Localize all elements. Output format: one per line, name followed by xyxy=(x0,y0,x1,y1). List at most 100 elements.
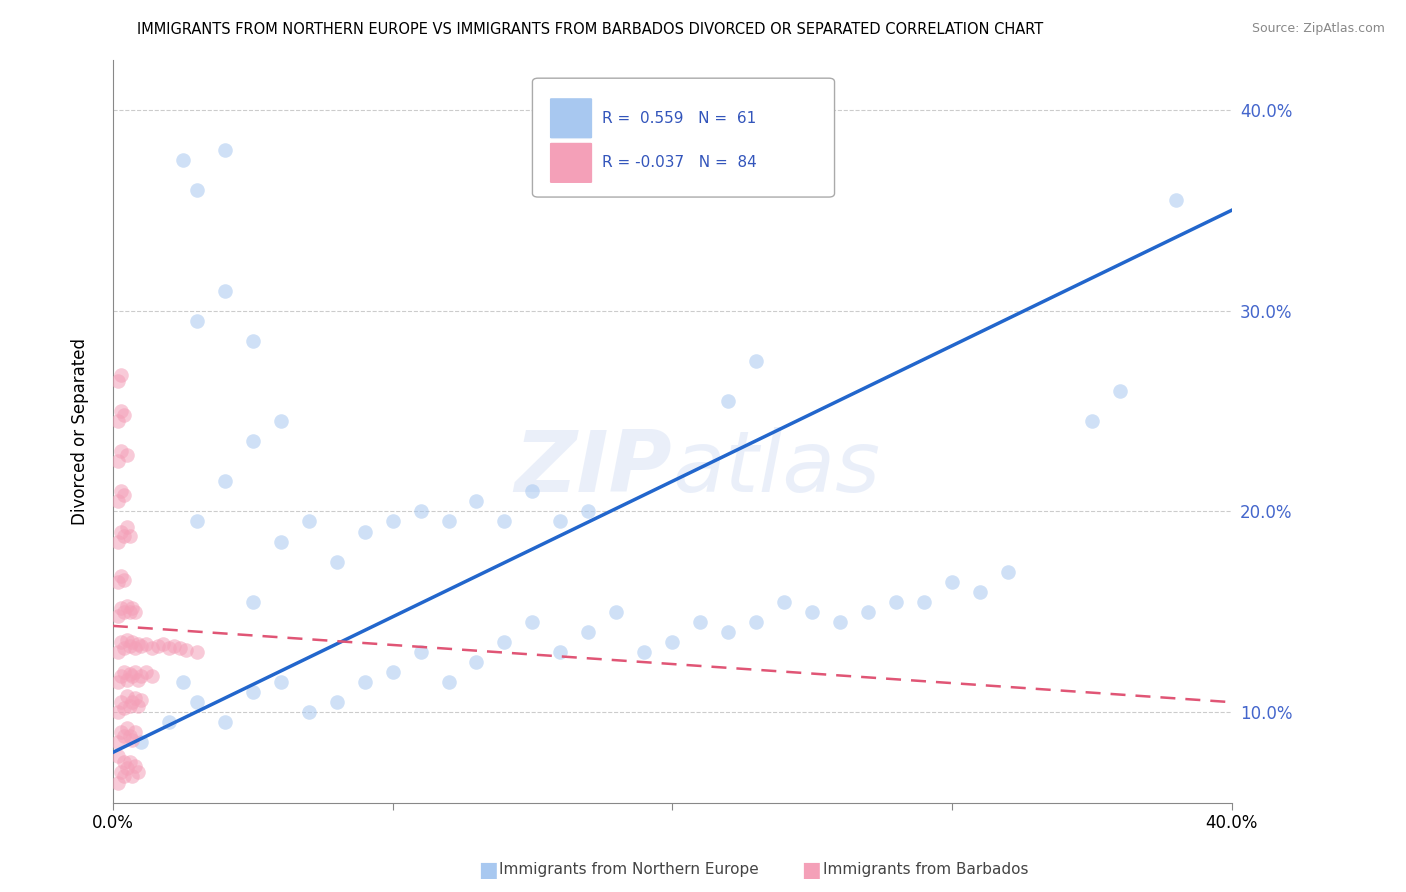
Point xyxy=(214,284,236,298)
Point xyxy=(409,504,432,518)
Point xyxy=(717,394,740,409)
Point xyxy=(186,183,208,197)
Point xyxy=(112,408,135,422)
Point xyxy=(115,721,138,735)
Point xyxy=(121,635,143,649)
Point xyxy=(169,640,191,655)
Text: atlas: atlas xyxy=(672,426,880,509)
Point xyxy=(745,353,768,368)
Point xyxy=(969,584,991,599)
Point xyxy=(110,669,132,683)
Point xyxy=(146,639,169,653)
Point xyxy=(118,667,141,681)
Point xyxy=(115,673,138,687)
Point xyxy=(325,695,347,709)
Point xyxy=(112,488,135,502)
Point xyxy=(437,515,460,529)
Point xyxy=(494,515,516,529)
Point xyxy=(884,595,907,609)
Point xyxy=(522,615,544,629)
Point xyxy=(152,637,174,651)
FancyBboxPatch shape xyxy=(550,97,593,139)
Point xyxy=(214,143,236,157)
Point xyxy=(118,699,141,714)
Point xyxy=(174,643,197,657)
Point xyxy=(110,765,132,780)
Point xyxy=(107,608,129,623)
Point xyxy=(1108,384,1130,398)
Point xyxy=(129,639,152,653)
Point xyxy=(110,568,132,582)
Y-axis label: Divorced or Separated: Divorced or Separated xyxy=(72,337,89,524)
Text: ZIP: ZIP xyxy=(515,426,672,509)
Point xyxy=(186,645,208,659)
Point xyxy=(242,595,264,609)
Point xyxy=(115,520,138,534)
Point xyxy=(112,573,135,587)
Point xyxy=(110,484,132,499)
Text: Immigrants from Barbados: Immigrants from Barbados xyxy=(823,863,1028,877)
Point xyxy=(118,605,141,619)
Point xyxy=(124,640,146,655)
Point xyxy=(830,615,852,629)
Point xyxy=(381,515,404,529)
Point xyxy=(110,600,132,615)
Text: Source: ZipAtlas.com: Source: ZipAtlas.com xyxy=(1251,22,1385,36)
Point xyxy=(124,725,146,739)
Point xyxy=(112,729,135,743)
FancyBboxPatch shape xyxy=(550,142,593,184)
Point xyxy=(409,645,432,659)
Point xyxy=(135,637,157,651)
Point xyxy=(107,735,129,749)
Point xyxy=(110,695,132,709)
Point xyxy=(107,414,129,428)
Point xyxy=(115,448,138,462)
Point xyxy=(157,640,180,655)
Point xyxy=(121,733,143,747)
Point xyxy=(127,765,149,780)
Point xyxy=(997,565,1019,579)
Point xyxy=(110,444,132,458)
Point xyxy=(353,675,375,690)
Point xyxy=(773,595,796,609)
Point xyxy=(127,673,149,687)
Point xyxy=(941,574,963,589)
Point xyxy=(107,534,129,549)
Point xyxy=(124,759,146,773)
Point xyxy=(112,665,135,679)
Point xyxy=(112,701,135,715)
Point xyxy=(576,624,599,639)
Point xyxy=(107,775,129,789)
Point xyxy=(129,669,152,683)
Point xyxy=(270,414,292,428)
Point xyxy=(118,639,141,653)
Point xyxy=(522,484,544,499)
Point xyxy=(107,574,129,589)
Point xyxy=(107,645,129,659)
Point xyxy=(110,635,132,649)
Point xyxy=(745,615,768,629)
Point xyxy=(1081,414,1104,428)
Point xyxy=(550,515,572,529)
Point xyxy=(121,770,143,784)
Point xyxy=(115,599,138,613)
Point xyxy=(298,515,321,529)
Point xyxy=(129,693,152,707)
Point xyxy=(186,313,208,327)
Text: Immigrants from Northern Europe: Immigrants from Northern Europe xyxy=(499,863,759,877)
Point xyxy=(112,756,135,770)
Point xyxy=(115,689,138,703)
Point xyxy=(270,534,292,549)
Point xyxy=(157,715,180,730)
Point xyxy=(127,699,149,714)
Text: IMMIGRANTS FROM NORTHERN EUROPE VS IMMIGRANTS FROM BARBADOS DIVORCED OR SEPARATE: IMMIGRANTS FROM NORTHERN EUROPE VS IMMIG… xyxy=(138,22,1043,37)
Point xyxy=(107,494,129,508)
Point xyxy=(107,749,129,764)
Point xyxy=(1164,193,1187,207)
Point xyxy=(633,645,655,659)
Point xyxy=(437,675,460,690)
Point xyxy=(107,705,129,719)
Text: R =  0.559   N =  61: R = 0.559 N = 61 xyxy=(602,111,756,126)
Point xyxy=(110,725,132,739)
Point xyxy=(214,715,236,730)
